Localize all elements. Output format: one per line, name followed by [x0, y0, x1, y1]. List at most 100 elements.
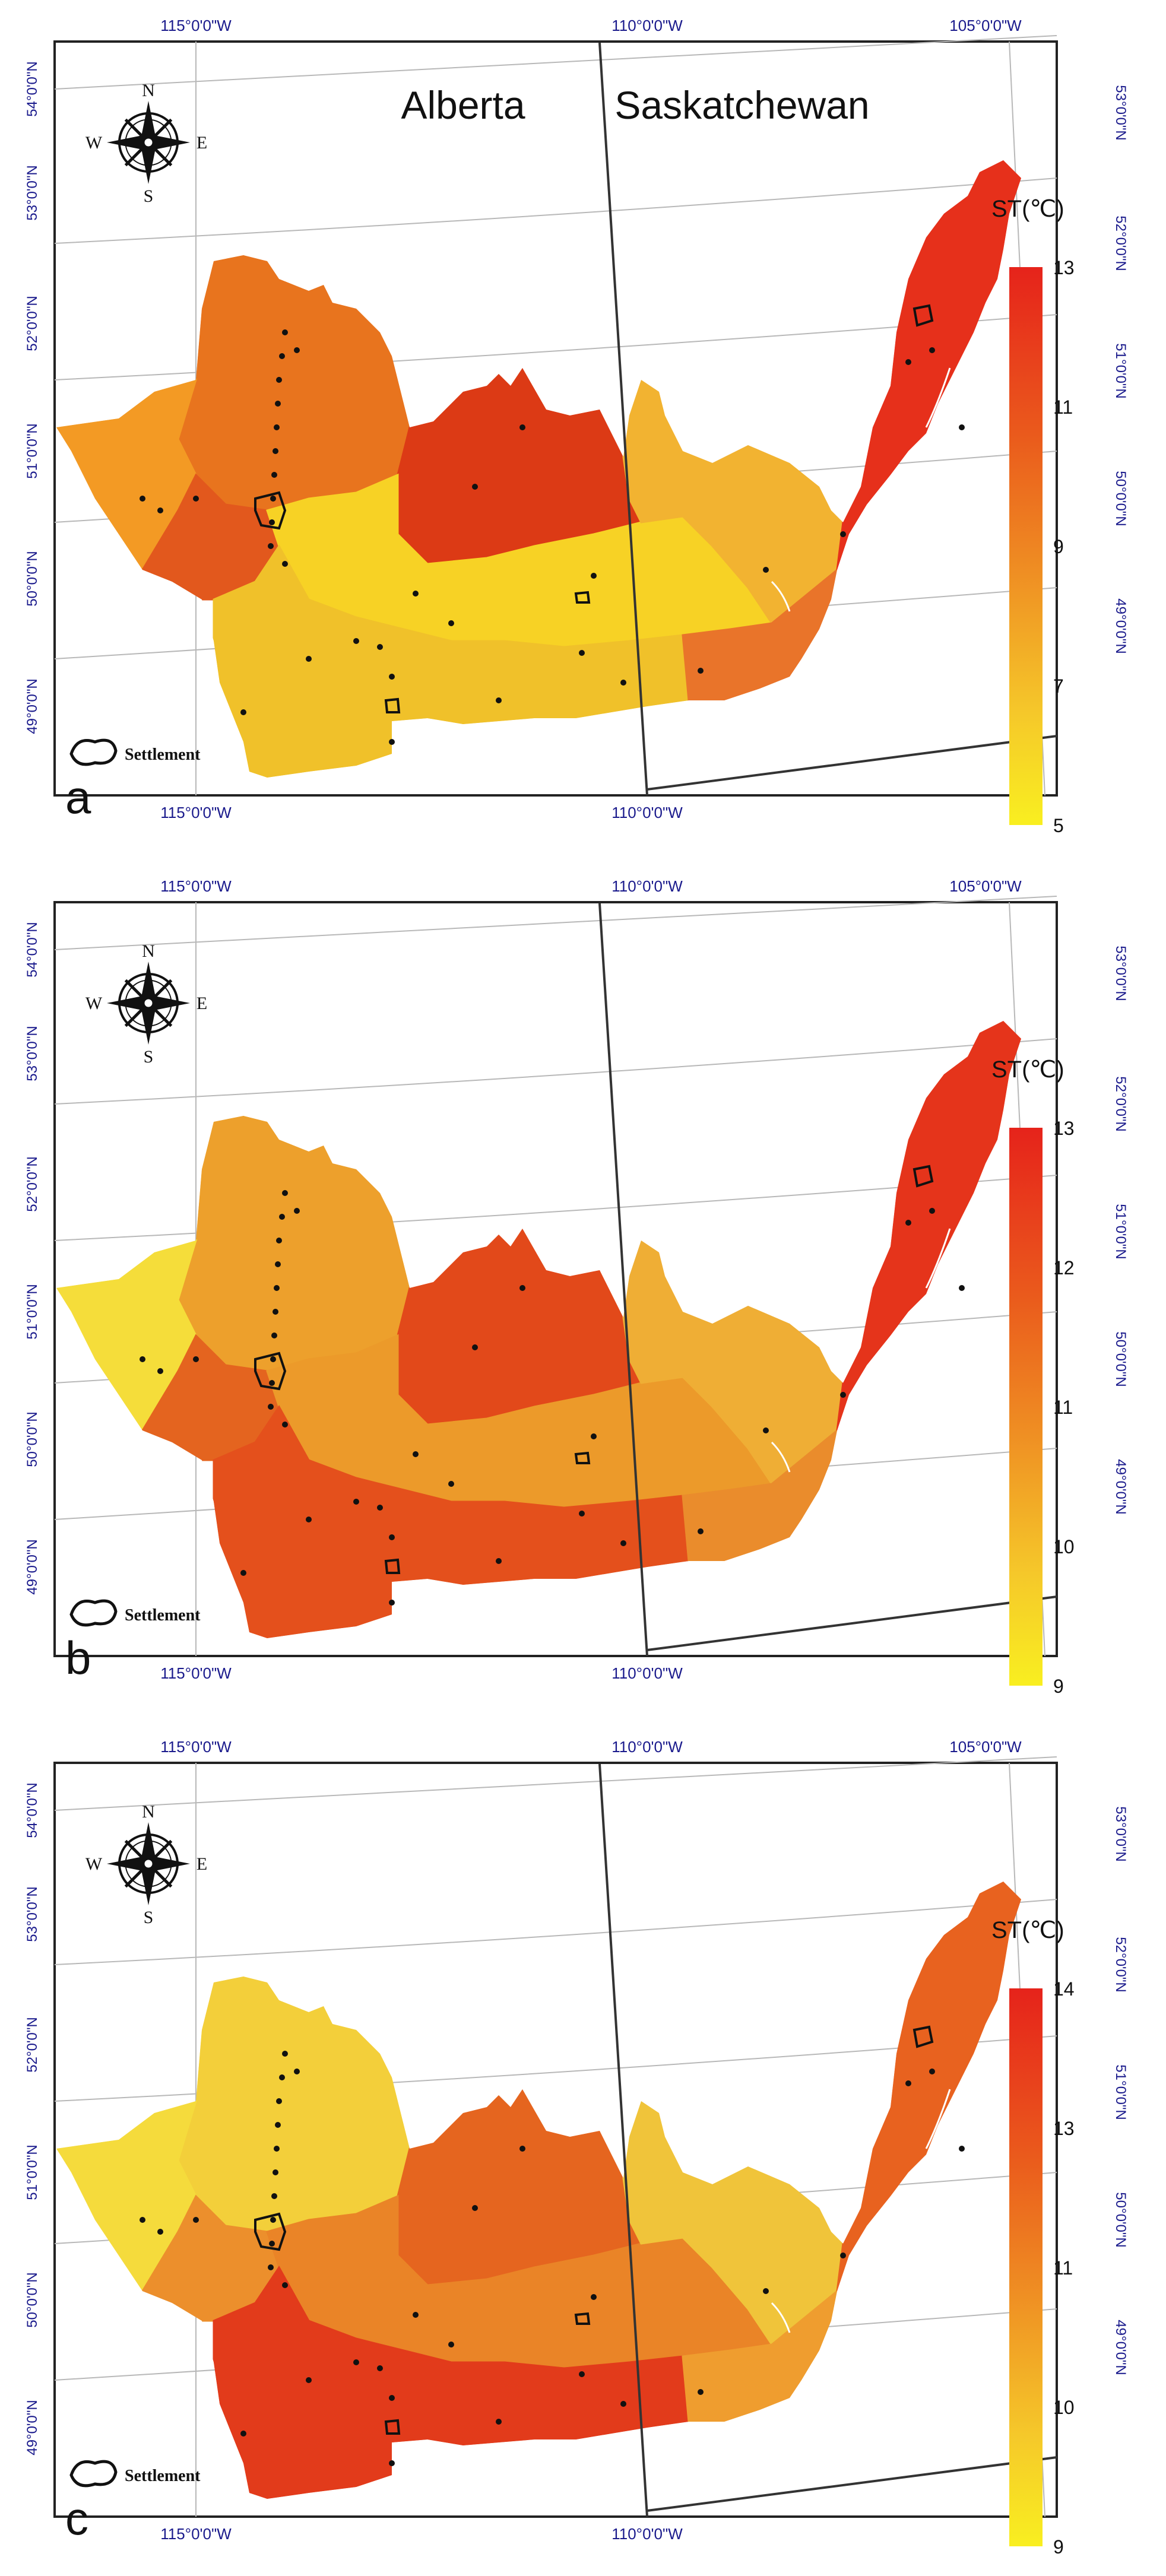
legend-tick: 13 [1053, 1118, 1075, 1139]
settlement-symbol-icon [69, 1599, 118, 1627]
settlement-label: Settlement [125, 2467, 201, 2485]
lat-label-right: 51°0'0"N [1113, 2064, 1129, 2120]
settlement-symbol-icon [69, 738, 118, 766]
compass-s: S [144, 186, 154, 206]
lat-label-right: 50°0'0"N [1113, 1331, 1129, 1387]
compass-w: W [85, 1854, 103, 1874]
colorbar [1009, 267, 1043, 825]
lon-label-top: 115°0'0"W [160, 877, 232, 895]
legend-title: ST(℃) [991, 1057, 1064, 1083]
compass-rose-icon: N S E W [85, 1802, 207, 1927]
lat-label-right: 49°0'0"N [1113, 1459, 1129, 1514]
lon-label-top: 105°0'0"W [949, 877, 1022, 895]
legend-tick: 9 [1053, 2536, 1064, 2558]
map-panel-b: 115°0'0"W 110°0'0"W 105°0'0"W 115°0'0"W 110°… [0, 861, 1166, 1715]
lat-label-left: 54°0'0"N [24, 61, 40, 116]
panel-letter: c [65, 2492, 88, 2545]
lat-label-left: 52°0'0"N [24, 2017, 40, 2072]
map-panel-c: 115°0'0"W 110°0'0"W 105°0'0"W 115°0'0"W 110°… [0, 1721, 1166, 2576]
zone-east [682, 567, 839, 702]
lat-label-left: 52°0'0"N [24, 296, 40, 351]
settlements [140, 2025, 965, 2466]
zone-southeast [622, 378, 844, 625]
legend-tick: 12 [1053, 1257, 1075, 1279]
lon-label-bottom: 110°0'0"W [611, 1664, 683, 1682]
lat-label-left: 52°0'0"N [24, 1156, 40, 1211]
zone-arm [836, 160, 1021, 570]
legend-tick: 5 [1053, 815, 1064, 836]
us-border [647, 735, 1057, 791]
lat-label-right: 53°0'0"N [1113, 1806, 1129, 1861]
zone-east [682, 2289, 839, 2423]
compass-n: N [142, 1802, 155, 1822]
lat-label-left: 50°0'0"N [24, 1411, 40, 1467]
lat-label-right: 52°0'0"N [1113, 215, 1129, 271]
settlements [140, 304, 965, 745]
zone-east [682, 1428, 839, 1562]
lat-label-right: 52°0'0"N [1113, 1076, 1129, 1131]
map-svg: 115°0'0"W 110°0'0"W 105°0'0"W 115°0'0"W 110°… [24, 877, 1129, 1697]
colorbar [1009, 1988, 1043, 2546]
provincial-border [598, 42, 648, 796]
compass-w: W [85, 994, 103, 1013]
map-svg: 115°0'0"W 110°0'0"W 105°0'0"W 115°0'0"W 110°… [24, 17, 1129, 836]
legend-tick: 7 [1053, 675, 1064, 697]
lon-label-top: 115°0'0"W [160, 1738, 232, 1756]
temperature-raster [56, 1882, 1021, 2499]
compass-s: S [144, 1047, 154, 1067]
lon-label-top: 105°0'0"W [949, 1738, 1022, 1756]
legend-tick: 10 [1053, 1536, 1075, 1557]
map-panel-a: 115°0'0"W 110°0'0"W 105°0'0"W 115°0'0"W 110°… [0, 0, 1166, 855]
legend-title: ST(℃) [991, 196, 1064, 222]
lat-label-left: 54°0'0"N [24, 922, 40, 977]
settlement-label: Settlement [125, 1606, 201, 1625]
lat-label-right: 51°0'0"N [1113, 343, 1129, 398]
zone-south [213, 2266, 690, 2499]
lat-label-left: 51°0'0"N [24, 423, 40, 478]
zone-arm [836, 1021, 1021, 1431]
lon-label-top: 115°0'0"W [160, 17, 232, 34]
lat-label-right: 49°0'0"N [1113, 2320, 1129, 2375]
lat-label-left: 53°0'0"N [24, 165, 40, 220]
legend-tick: 11 [1053, 396, 1073, 418]
compass-e: E [197, 133, 207, 153]
lat-label-left: 50°0'0"N [24, 551, 40, 606]
lat-label-left: 49°0'0"N [24, 2400, 40, 2455]
legend-tick: 13 [1053, 257, 1075, 278]
legend-tick: 10 [1053, 2397, 1075, 2418]
province-label: Alberta [401, 83, 525, 127]
lon-label-bottom: 110°0'0"W [611, 804, 683, 821]
zone-south [213, 544, 690, 778]
zone-southeast [622, 2099, 844, 2346]
compass-w: W [85, 133, 103, 153]
compass-e: E [197, 1854, 207, 1874]
lat-label-left: 51°0'0"N [24, 2144, 40, 2200]
lat-label-right: 53°0'0"N [1113, 85, 1129, 140]
lat-label-left: 53°0'0"N [24, 1886, 40, 1941]
lat-label-right: 50°0'0"N [1113, 471, 1129, 526]
settlements [140, 1165, 965, 1606]
zone-southeast [622, 1239, 844, 1486]
lon-label-top: 110°0'0"W [611, 877, 683, 895]
provincial-border [598, 903, 648, 1657]
map-svg: 115°0'0"W 110°0'0"W 105°0'0"W 115°0'0"W 110°… [24, 1738, 1129, 2558]
legend-tick: 9 [1053, 536, 1064, 557]
lon-label-bottom: 115°0'0"W [160, 2525, 232, 2543]
lat-label-left: 54°0'0"N [24, 1782, 40, 1838]
compass-n: N [142, 81, 155, 100]
legend-tick: 14 [1053, 1978, 1075, 2000]
us-border [647, 2456, 1057, 2512]
temperature-raster [56, 160, 1021, 778]
provincial-border [598, 1763, 648, 2517]
compass-s: S [144, 1908, 154, 1927]
panel-letter: b [65, 1632, 91, 1684]
legend-tick: 11 [1053, 1397, 1073, 1418]
lat-label-left: 51°0'0"N [24, 1284, 40, 1339]
lon-label-bottom: 110°0'0"W [611, 2525, 683, 2543]
lon-label-top: 110°0'0"W [611, 1738, 683, 1756]
lon-label-bottom: 115°0'0"W [160, 1664, 232, 1682]
lat-label-left: 49°0'0"N [24, 678, 40, 734]
legend-tick: 11 [1053, 2257, 1073, 2279]
compass-e: E [197, 994, 207, 1013]
lat-label-right: 52°0'0"N [1113, 1937, 1129, 1992]
